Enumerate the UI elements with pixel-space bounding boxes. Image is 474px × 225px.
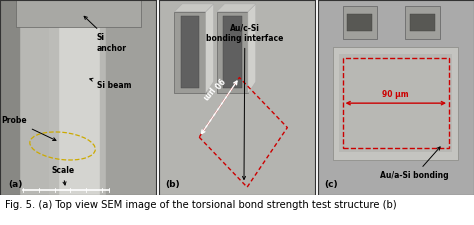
Text: Probe: Probe — [1, 116, 56, 140]
Polygon shape — [223, 16, 242, 88]
Polygon shape — [206, 4, 213, 93]
Polygon shape — [174, 4, 213, 12]
Polygon shape — [343, 6, 377, 39]
Polygon shape — [217, 12, 248, 93]
Text: (b): (b) — [165, 180, 180, 189]
Text: Au/c-Si
bonding interface: Au/c-Si bonding interface — [206, 23, 283, 179]
Polygon shape — [333, 47, 458, 160]
Polygon shape — [181, 16, 200, 88]
Text: Si
anchor: Si anchor — [84, 16, 127, 52]
Polygon shape — [339, 54, 452, 152]
Polygon shape — [16, 0, 141, 27]
Polygon shape — [248, 4, 256, 93]
Text: (c): (c) — [324, 180, 337, 189]
Text: Fig. 5. (a) Top view SEM image of the torsional bond strength test structure (b): Fig. 5. (a) Top view SEM image of the to… — [5, 200, 396, 210]
Text: Si beam: Si beam — [90, 78, 131, 90]
Text: (a): (a) — [8, 180, 22, 189]
Polygon shape — [405, 6, 439, 39]
Polygon shape — [410, 14, 435, 31]
Text: Au/a-Si bonding: Au/a-Si bonding — [380, 147, 449, 180]
Polygon shape — [217, 4, 256, 12]
Text: 90 μm: 90 μm — [201, 75, 225, 101]
Text: 90 μm: 90 μm — [383, 90, 409, 99]
Polygon shape — [174, 12, 206, 93]
Text: Scale: Scale — [51, 166, 74, 185]
Polygon shape — [347, 14, 373, 31]
